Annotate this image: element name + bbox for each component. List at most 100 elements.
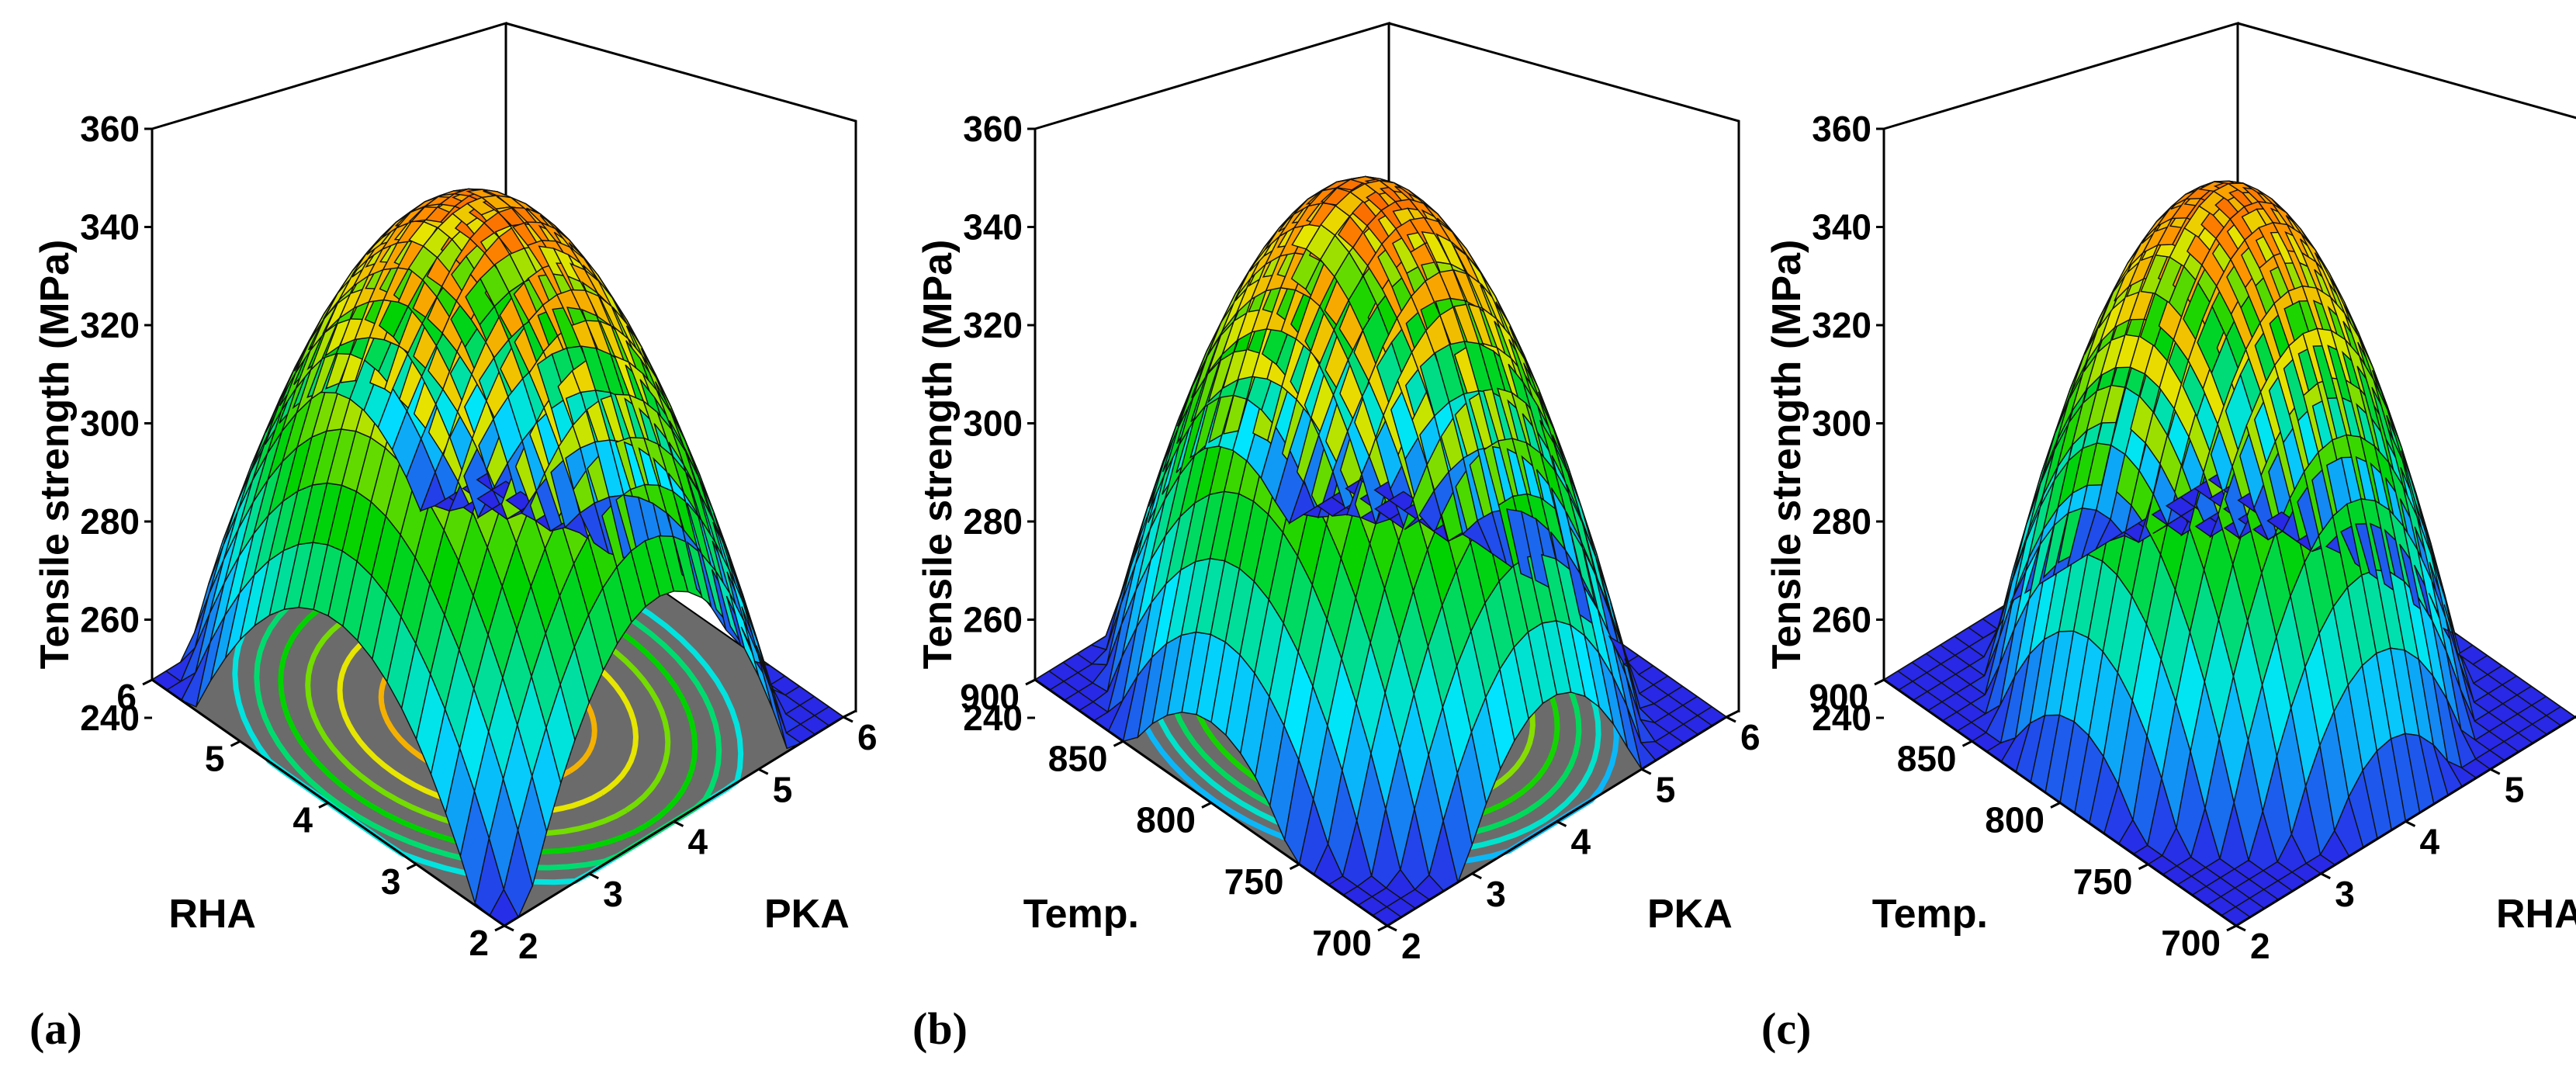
left-axis-tick-mark	[1377, 924, 1388, 932]
right-axis-tick-mark	[504, 924, 514, 932]
left-axis-tick-mark	[1289, 863, 1300, 871]
right-vertical-edge	[843, 709, 857, 719]
panel-label: (a)	[29, 1003, 82, 1054]
panel-b: 240 260 280 300 320 340 360 Tensile strength (M…	[912, 21, 1761, 1054]
z-tick-label: 300	[80, 404, 140, 444]
left-axis-tick-mark	[1201, 802, 1212, 809]
z-axis-title: Tensile strength (MPa)	[1764, 240, 1809, 670]
left-axis-tick-mark	[318, 802, 329, 809]
z-tick-label: 300	[963, 404, 1023, 444]
left-axis-tick-mark	[230, 740, 241, 747]
left-axis-tick-mark	[406, 863, 417, 871]
left-axis-tick-mark	[1025, 678, 1036, 686]
right-axis-tick-mark	[1471, 872, 1482, 880]
z-tick-label: 340	[963, 207, 1023, 248]
z-tick-label: 260	[80, 600, 140, 640]
right-axis-title: PKA	[764, 892, 850, 937]
left-axis-tick-mark	[494, 924, 505, 932]
left-axis-tick-mark	[142, 678, 153, 686]
left-axis-tick-label: 900	[960, 677, 1020, 717]
right-axis-tick-mark	[1387, 924, 1397, 932]
panel-c: 240 260 280 300 320 340 360 Tensile strength (M…	[1761, 21, 2576, 1054]
left-axis-tick-label: 850	[1897, 738, 1957, 778]
left-axis-tick-label: 700	[1312, 923, 1372, 963]
right-axis-tick-mark	[758, 767, 769, 775]
right-axis-tick-mark	[2405, 820, 2416, 827]
z-tick-label: 360	[80, 109, 140, 149]
z-tick-label: 360	[963, 109, 1023, 149]
left-axis-tick-mark	[2050, 802, 2061, 809]
right-axis-tick-mark	[588, 872, 599, 880]
z-tick-label: 260	[963, 600, 1023, 640]
z-tick-label: 340	[80, 207, 140, 248]
right-axis-tick-label: 3	[603, 874, 623, 914]
z-tick-label: 240	[963, 698, 1023, 738]
left-axis-tick-label: 750	[2073, 861, 2133, 902]
right-axis-tick-label: 5	[773, 769, 793, 809]
z-axis-title: Tensile strength (MPa)	[33, 240, 78, 670]
z-tick-label: 240	[80, 698, 140, 738]
left-axis-title: Temp.	[1023, 892, 1139, 937]
z-tick-label: 340	[1812, 207, 1871, 248]
right-axis-tick-label: 3	[1486, 874, 1506, 914]
right-axis-tick-label: 6	[1740, 717, 1761, 757]
surface-mesh	[151, 188, 845, 927]
left-axis-tick-mark	[2226, 924, 2237, 932]
right-axis-tick-label: 3	[2335, 874, 2355, 914]
left-axis-tick-label: 4	[293, 800, 313, 840]
right-axis-tick-mark	[673, 820, 684, 827]
right-axis-tick-mark	[2320, 872, 2331, 880]
left-axis-tick-mark	[1113, 740, 1124, 747]
right-axis-tick-mark	[1556, 820, 1567, 827]
right-vertical-edge	[1726, 709, 1740, 719]
right-axis-tick-label: 5	[2505, 769, 2525, 809]
left-axis-tick-label: 750	[1224, 861, 1284, 902]
right-axis-tick-label: 5	[1656, 769, 1676, 809]
right-axis-tick-label: 2	[2250, 926, 2270, 966]
right-axis-tick-label: 6	[857, 717, 878, 757]
z-tick-label: 300	[1812, 404, 1871, 444]
z-tick-label: 360	[1812, 109, 1871, 149]
z-tick-label: 280	[1812, 501, 1871, 542]
right-axis-tick-mark	[1641, 767, 1652, 775]
left-axis-title: Temp.	[1872, 892, 1988, 937]
left-axis-tick-label: 2	[469, 923, 489, 963]
left-axis-tick-label: 3	[381, 861, 401, 902]
z-tick-label: 320	[963, 305, 1023, 345]
back-wall-right-edge	[505, 22, 857, 712]
back-wall-right-edge	[1388, 22, 1740, 712]
left-axis-tick-label: 800	[1985, 800, 2045, 840]
right-axis-tick-mark	[843, 715, 853, 723]
right-axis-tick-label: 4	[2420, 822, 2440, 862]
z-axis-title: Tensile strength (MPa)	[916, 240, 961, 670]
right-axis-tick-mark	[2235, 924, 2246, 932]
z-tick-label: 280	[963, 501, 1023, 542]
left-axis-tick-label: 900	[1809, 677, 1868, 717]
left-axis-tick-mark	[1874, 678, 1885, 686]
left-axis-tick-label: 6	[116, 677, 137, 717]
surface-mesh	[1034, 175, 1728, 927]
right-axis-tick-label: 4	[688, 822, 708, 862]
right-axis-tick-mark	[1726, 715, 1736, 723]
z-tick-label: 260	[1812, 600, 1871, 640]
left-axis-tick-label: 800	[1136, 800, 1196, 840]
right-axis-tick-label: 2	[518, 926, 538, 966]
left-axis-title: RHA	[168, 892, 256, 937]
right-axis-title: PKA	[1647, 892, 1733, 937]
surface-mesh	[1882, 180, 2576, 927]
left-axis-tick-label: 700	[2161, 923, 2221, 963]
panel-label: (c)	[1761, 1003, 1811, 1054]
right-axis-tick-mark	[2490, 767, 2501, 775]
right-axis-tick-label: 2	[1401, 926, 1421, 966]
left-axis-tick-mark	[2138, 863, 2149, 871]
z-tick-label: 320	[1812, 305, 1871, 345]
z-tick-label: 240	[1812, 698, 1871, 738]
left-axis-tick-label: 5	[205, 738, 225, 778]
left-axis-tick-label: 850	[1048, 738, 1108, 778]
panel-a: 240 260 280 300 320 340 360 Tensile strength (M…	[29, 21, 878, 1054]
z-tick-label: 280	[80, 501, 140, 542]
z-tick-label: 320	[80, 305, 140, 345]
left-axis-tick-mark	[1961, 740, 1973, 747]
back-wall-right-edge	[2237, 22, 2576, 120]
